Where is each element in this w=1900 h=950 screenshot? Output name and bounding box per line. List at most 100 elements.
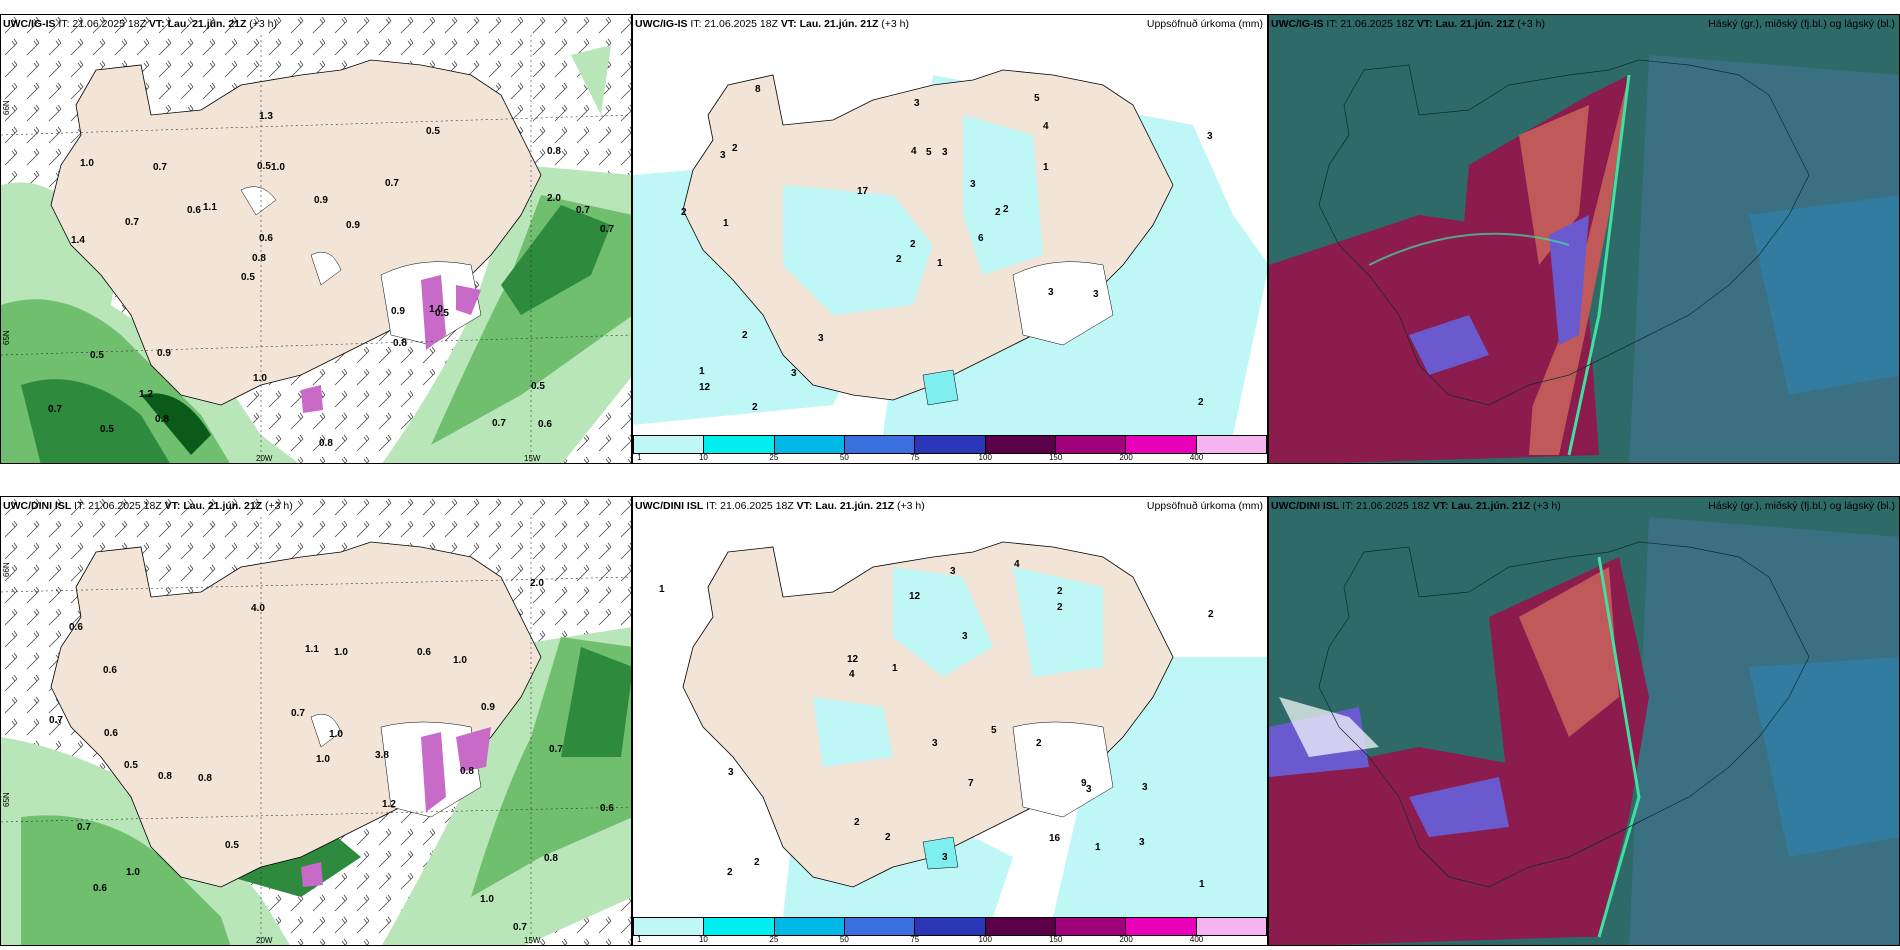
model-name: UWC/DINI ISL [3,500,72,512]
colorbar-tick-label: 100 [978,453,992,462]
colorbar-swatch [634,918,705,935]
colorbar-swatch [774,918,845,935]
value-label: 0.7 [549,744,563,755]
colorbar-tick-label: 200 [1119,453,1133,462]
value-label: 0.6 [417,647,431,658]
value-label: 3 [1142,782,1148,793]
value-label: 0.9 [481,702,495,713]
value-label: 4.0 [251,603,265,614]
value-label: 0.8 [198,773,212,784]
value-label: 1.0 [80,158,94,169]
value-label: 2 [1198,397,1204,408]
value-label: 1.4 [71,235,85,246]
valid-time: Lau. 21.jún. 21Z [167,18,247,30]
value-label: 1 [699,366,705,377]
value-label: 3 [1139,837,1145,848]
colorbar-tick-label: 25 [769,935,779,944]
cloud-cover-map [1269,15,1899,463]
panel-header: UWC/DINI ISL IT: 21.06.2025 18Z VT: Lau.… [1271,500,1895,512]
value-label: 1.0 [480,894,494,905]
forecast-offset: (+3 h) [897,500,925,512]
panel-header: UWC/IG-IS IT: 21.06.2025 18Z VT: Lau. 21… [3,18,278,30]
value-label: 0.7 [385,178,399,189]
precip-colorbar: 1 10 25 50 75 100 150 200 400 [633,917,1267,945]
value-label: 4 [911,146,917,157]
value-label: 2 [1057,602,1063,613]
value-label: 0.9 [346,220,360,231]
value-label: 12 [699,382,711,393]
value-label: 5 [991,725,997,736]
value-label: 0.8 [158,771,172,782]
colorbar-tick-label: 200 [1119,935,1133,944]
value-label: 0.5 [90,350,104,361]
colorbar-tick-label: 1 [637,453,642,462]
value-label: 3 [1048,287,1054,298]
colorbar-swatch [844,918,916,935]
value-label: 0.8 [544,853,558,864]
forecast-offset: (+3 h) [881,18,910,30]
lon-label-20w: 20W [256,936,273,945]
colorbar-tick-label: 50 [839,453,849,462]
value-label: 1.2 [382,799,396,810]
value-label: 0.8 [155,414,169,425]
value-label: 0.7 [576,205,590,216]
precip-value-labels: 0.61.40.80.50.70.50.50.90.51.10.71.21.00… [48,111,614,449]
colorbar-swatch [704,436,775,453]
value-label: 2 [752,402,758,413]
value-label: 2 [896,254,902,265]
value-label: 5 [1034,93,1040,104]
value-label: 1.0 [126,867,140,878]
value-label: 1 [1199,879,1205,890]
value-label: 3 [1207,131,1213,142]
value-label: 0.7 [153,162,167,173]
colorbar-tick-label: 75 [910,935,920,944]
value-label: 2 [732,143,738,154]
value-label: 3 [950,566,956,577]
value-label: 0.7 [49,715,63,726]
value-label: 0.8 [319,438,333,449]
map-panel-wind-precip-dini: UWC/DINI ISL IT: 21.06.2025 18Z VT: Lau.… [0,496,632,946]
value-label: 0.6 [103,665,117,676]
value-label: 3 [942,147,948,158]
value-label: 0.5 [257,161,271,172]
value-label: 1.1 [203,202,217,213]
value-label: 3 [818,333,824,344]
value-label: 0.7 [77,822,91,833]
value-label: 1.0 [253,373,267,384]
lat-label-66n: 66N [2,100,11,115]
value-label: 0.5 [124,760,138,771]
value-label: 2.0 [530,578,544,589]
precip-wind-map: 20W 15W 66N 65N 0.7 0.5 1.2 0.6 0.8 0.6 1.0 0.8… [1,497,631,945]
value-label: 1.3 [259,111,273,122]
model-name: UWC/IG-IS [635,18,688,30]
forecast-offset: (+3 h) [249,18,278,30]
map-panel-accum-precip-dini: UWC/DINI ISL IT: 21.06.2025 18Z VT: Lau.… [632,496,1268,946]
value-label: 3 [720,150,726,161]
value-label: 0.9 [391,306,405,317]
value-label: 1 [723,218,729,229]
value-label: 0.6 [600,803,614,814]
valid-time: Lau. 21.jún. 21Z [183,500,263,512]
value-label: 1.1 [305,644,319,655]
init-time: IT: 21.06.2025 18Z [1326,18,1414,30]
valid-time: Lau. 21.jún. 21Z [1451,500,1531,512]
field-title: Uppsöfnuð úrkoma (mm) [1146,500,1263,512]
valid-time: Lau. 21.jún. 21Z [1435,18,1515,30]
map-panel-clouds-dini: UWC/DINI ISL IT: 21.06.2025 18Z VT: Lau.… [1268,496,1900,946]
value-label: 2 [1003,204,1009,215]
value-label: 2 [1057,586,1063,597]
value-label: 1.2 [139,389,153,400]
colorbar-swatch [1126,918,1197,935]
colorbar-swatch [1055,918,1127,935]
colorbar-tick-label: 10 [698,453,708,462]
colorbar-tick-label: 1 [637,935,642,944]
colorbar-swatch [985,918,1056,935]
map-panel-wind-precip-ig-is: UWC/IG-IS IT: 21.06.2025 18Z VT: Lau. 21… [0,14,632,464]
value-label: 2 [910,239,916,250]
colorbar-swatch [704,918,775,935]
value-label: 3 [1093,289,1099,300]
value-label: 0.7 [291,708,305,719]
value-label: 3 [791,368,797,379]
value-label: 2 [754,857,760,868]
